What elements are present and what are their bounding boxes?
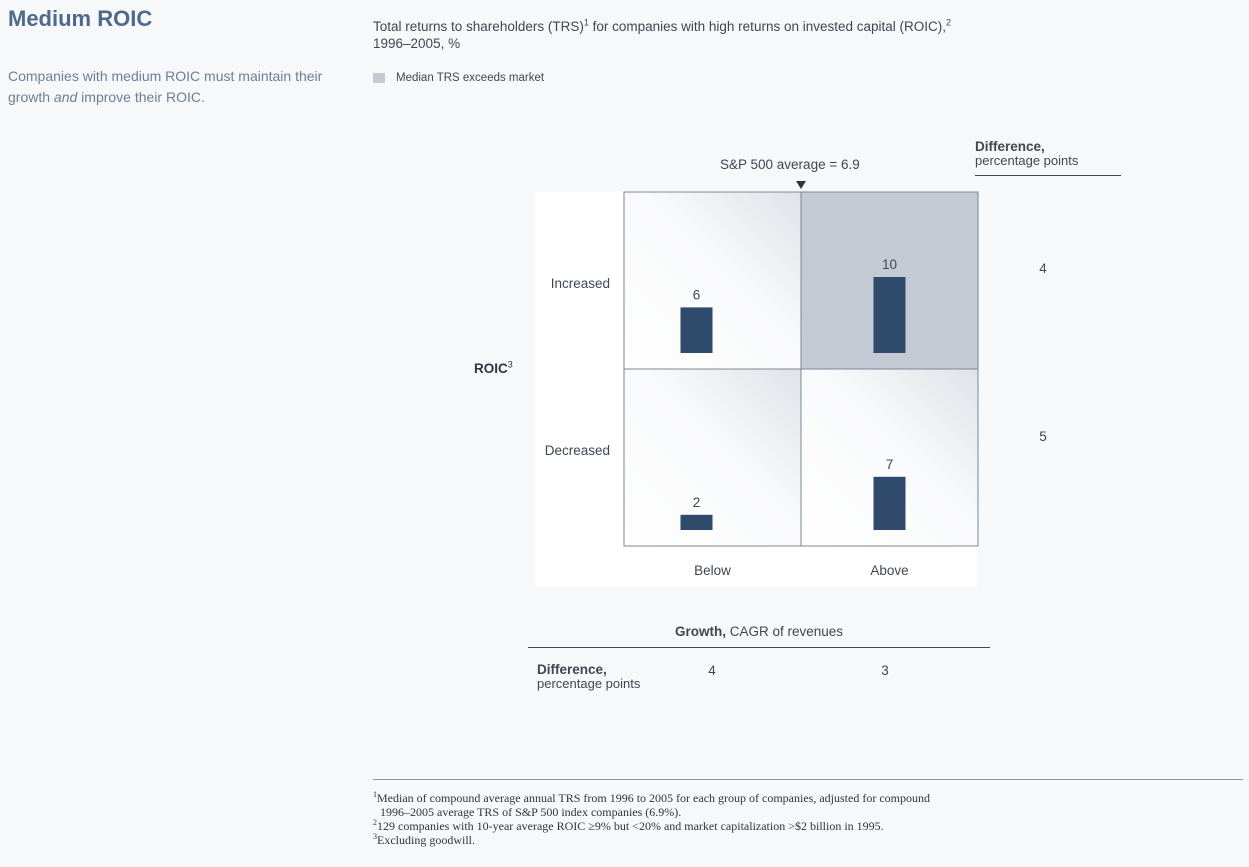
column-label-below: Below <box>694 563 731 578</box>
footnote-line: 1Median of compound average annual TRS f… <box>373 790 930 806</box>
footnote-line: 1996–2005 average TRS of S&P 500 index c… <box>380 805 682 819</box>
bar-label-increased-below: 6 <box>693 287 701 302</box>
column-difference-above: 3 <box>881 663 889 678</box>
sp-average-marker <box>796 181 806 189</box>
row-label-decreased: Decreased <box>544 443 610 458</box>
page-title: Medium ROIC <box>8 6 153 31</box>
legend-label: Median TRS exceeds market <box>396 72 545 84</box>
column-label-above: Above <box>870 563 909 578</box>
y-axis-label: ROIC3 <box>474 359 513 376</box>
row-difference-increased: 4 <box>1039 261 1047 276</box>
column-difference-footer: Difference, percentage points <box>537 662 641 691</box>
sp-average-label: S&P 500 average = 6.9 <box>720 157 860 172</box>
bar-label-decreased-above: 7 <box>886 457 894 472</box>
cells-layer <box>623 191 979 547</box>
legend-swatch <box>373 73 385 83</box>
chart-title: Total returns to shareholders (TRS)1 for… <box>373 17 952 51</box>
column-difference-below: 4 <box>708 663 716 678</box>
footnotes: 1Median of compound average annual TRS f… <box>373 790 1233 848</box>
row-difference-header: Difference, percentage points <box>975 140 1121 176</box>
footnote-divider <box>373 779 1243 780</box>
legend: Median TRS exceeds market <box>373 72 544 84</box>
bar-decreased-below <box>680 514 713 530</box>
footnote-line: 3Excluding goodwill. <box>373 832 475 848</box>
bar-label-increased-above: 10 <box>882 257 897 272</box>
bar-decreased-above <box>873 476 906 530</box>
row-label-increased: Increased <box>550 276 610 291</box>
bars-layer: 6 10 2 7 <box>680 257 906 530</box>
bar-label-decreased-below: 2 <box>693 495 701 510</box>
bar-increased-below <box>680 307 713 353</box>
x-axis-label: Growth, CAGR of revenues <box>528 624 990 648</box>
page-subtitle: Companies with medium ROIC must maintain… <box>8 68 323 105</box>
row-difference-decreased: 5 <box>1039 429 1047 444</box>
bar-increased-above <box>873 277 906 353</box>
footnote-line: 2129 companies with 10-year average ROIC… <box>373 818 884 834</box>
